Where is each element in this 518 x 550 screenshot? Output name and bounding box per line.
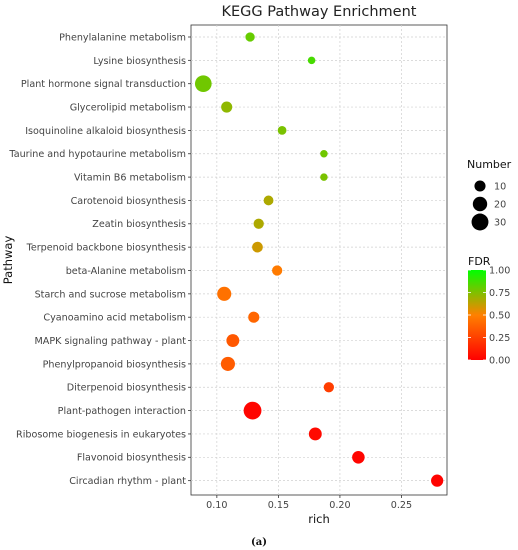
data-point — [320, 173, 328, 181]
pathway-label: Terpenoid backbone biosynthesis — [26, 243, 186, 254]
pathway-label: Taurine and hypotaurine metabolism — [8, 149, 186, 160]
pathway-label: Glycerolipid metabolism — [70, 102, 186, 113]
figure-caption: (a) — [251, 537, 267, 548]
pathway-label: Ribosome biogenesis in eukaryotes — [16, 429, 186, 440]
fdr-tick-label: 1.00 — [489, 265, 510, 276]
pathway-label: Lysine biosynthesis — [93, 56, 186, 67]
data-point — [320, 149, 328, 158]
data-point — [226, 334, 240, 347]
pathway-label: Vitamin B6 metabolism — [74, 173, 186, 184]
fdr-tick-label: 0.00 — [489, 355, 510, 366]
data-point — [308, 427, 322, 441]
size-legend-dot — [471, 213, 489, 231]
x-axis-title: rich — [308, 512, 330, 526]
pathway-label: Zeatin biosynthesis — [92, 219, 186, 230]
size-legend-label: 20 — [494, 199, 506, 210]
data-point — [221, 101, 233, 113]
pathway-label: beta-Alanine metabolism — [66, 266, 186, 277]
data-point — [252, 241, 263, 253]
fdr-tick-label: 0.25 — [489, 333, 510, 344]
plot-panel — [190, 24, 448, 496]
size-legend: Number 10 20 30 — [467, 158, 512, 231]
grid-lines — [191, 25, 447, 495]
data-point — [245, 32, 255, 42]
data-point — [220, 356, 235, 371]
pathway-label: Starch and sucrose metabolism — [35, 289, 186, 300]
fdr-tick-label: 0.75 — [489, 288, 510, 299]
data-point — [307, 56, 316, 65]
x-tick-label: 0.10 — [206, 500, 227, 511]
fdr-color-legend: FDR 1.00 0.75 0.50 0.25 0.00 — [468, 255, 510, 366]
data-point — [277, 126, 287, 135]
pathway-label: Carotenoid biosynthesis — [71, 196, 186, 207]
size-legend-label: 10 — [494, 181, 506, 192]
size-legend-label: 30 — [494, 217, 506, 228]
size-legend-title: Number — [467, 158, 512, 171]
data-point — [272, 265, 283, 276]
data-point — [217, 286, 232, 301]
y-axis-title: Pathway — [1, 236, 15, 285]
data-point — [248, 311, 260, 323]
x-axis-ticks: 0.10 0.15 0.20 0.25 — [206, 495, 412, 511]
pathway-label: Cyanoamino acid metabolism — [43, 313, 186, 324]
pathway-label: Plant-pathogen interaction — [58, 406, 186, 417]
pathway-label: Circadian rhythm - plant — [69, 476, 186, 487]
x-tick-label: 0.15 — [268, 500, 289, 511]
fdr-tick-label: 0.50 — [489, 310, 510, 321]
chart-title: KEGG Pathway Enrichment — [222, 4, 417, 20]
pathway-label: Plant hormone signal transduction — [21, 79, 186, 90]
data-point — [431, 474, 444, 487]
x-tick-label: 0.25 — [391, 500, 412, 511]
data-point — [253, 218, 264, 229]
pathway-label: Diterpenoid biosynthesis — [67, 383, 186, 394]
size-legend-dot — [472, 196, 488, 212]
data-point — [243, 401, 262, 420]
pathway-labels: Phenylalanine metabolism Lysine biosynthe… — [8, 32, 191, 487]
data-points — [194, 32, 444, 487]
pathway-label: Phenylpropanoid biosynthesis — [43, 359, 186, 370]
pathway-label: MAPK signaling pathway - plant — [35, 336, 187, 347]
data-point — [323, 382, 334, 393]
size-legend-dot — [474, 180, 486, 192]
fdr-legend-title: FDR — [468, 255, 491, 268]
data-point — [263, 195, 274, 206]
x-tick-label: 0.20 — [329, 500, 350, 511]
data-point — [194, 75, 212, 93]
fdr-color-bar — [468, 270, 486, 360]
pathway-label: Isoquinoline alkaloid biosynthesis — [25, 126, 186, 137]
data-point — [352, 451, 365, 464]
pathway-label: Phenylalanine metabolism — [59, 32, 186, 43]
pathway-label: Flavonoid biosynthesis — [77, 453, 186, 464]
